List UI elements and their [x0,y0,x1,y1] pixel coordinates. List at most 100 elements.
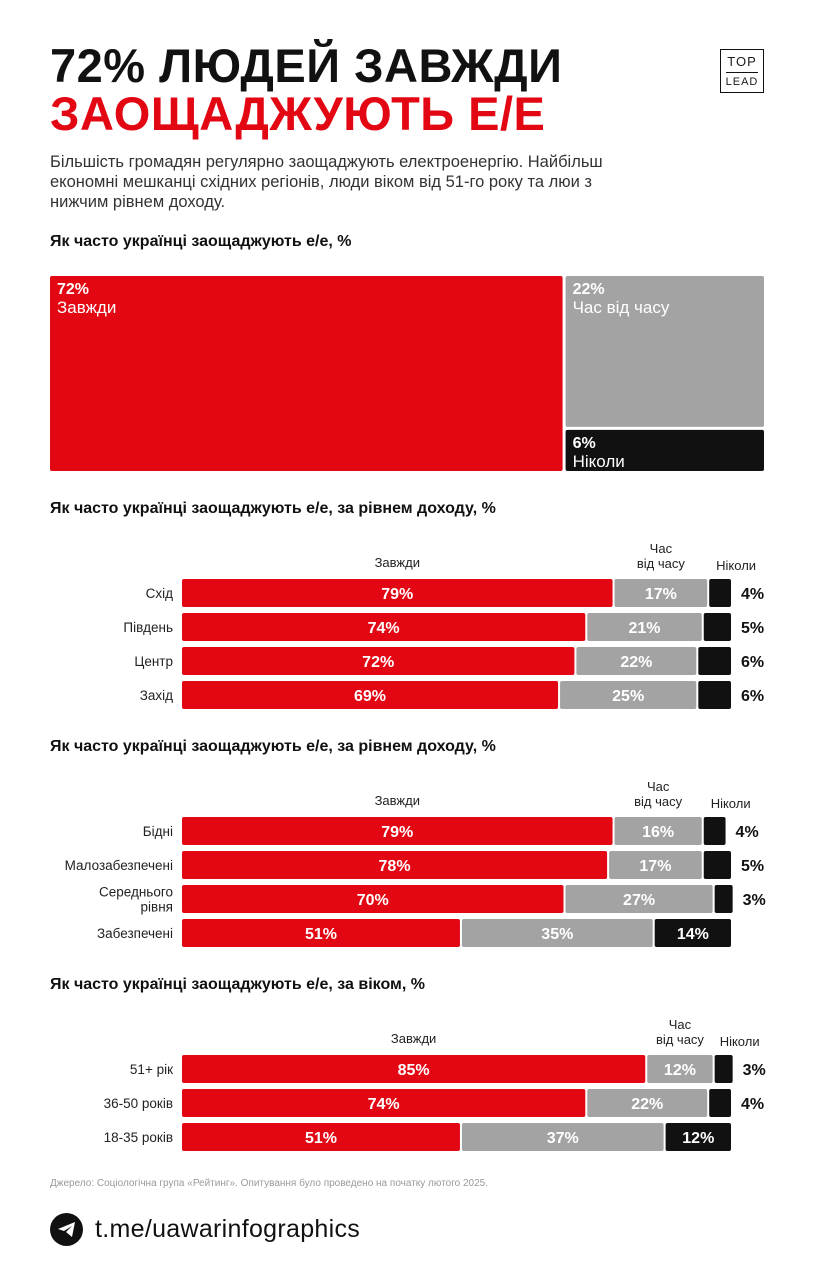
subtitle: Більшість громадян регулярно заощаджують… [50,153,603,211]
income-category-label-0: Бідні [143,824,173,839]
logo-bottom-text: LEAD [725,76,759,88]
income-bar-always-1 [182,851,608,879]
treemap-label-1: Час від часу [573,298,670,317]
region-header-sometimes-0: Час [650,541,673,556]
income-value-never-0: 4% [736,824,759,841]
region-bar-sometimes-2 [576,647,697,675]
logo-top-text: TOP [727,54,757,69]
chart-1-title: Як часто українці заощаджують е/е, % [50,233,352,250]
treemap-label-2: Ніколи [573,452,625,471]
treemap-value-0: 72% [57,281,89,298]
treemap-cell-1 [565,276,764,427]
region-value-never-0: 4% [741,586,764,603]
region-bar-never-3 [698,681,731,709]
treemap-cell-0 [50,276,563,471]
age-bar-never-2 [665,1123,731,1151]
age-value-never-1: 4% [741,1096,764,1113]
footer: t.me/uawarinfographics [50,1212,360,1246]
age-header-sometimes-0: Час [669,1017,692,1032]
region-bar-never-0 [709,579,731,607]
region-header-sometimes-1: від часу [637,556,685,571]
region-bar-always-3 [182,681,559,709]
age-category-label-2: 18-35 років [104,1130,173,1145]
age-category-label-0: 51+ рік [130,1062,173,1077]
income-category-label-3: Забезпечені [97,926,173,941]
income-bar-never-3 [654,919,731,947]
region-value-never-2: 6% [741,654,764,671]
age-value-never-2: 12% [682,1130,714,1147]
region-value-always-1: 74% [368,620,400,637]
region-bar-never-1 [703,613,731,641]
income-header-never: Ніколи [711,796,751,811]
income-header-always: Завжди [375,793,420,808]
income-header-sometimes-0: Час [647,779,670,794]
income-value-never-1: 5% [741,858,764,875]
income-bar-sometimes-1 [609,851,702,879]
region-bar-sometimes-0 [614,579,708,607]
income-bar-always-0 [182,817,613,845]
income-category-label-2-1: рівня [141,900,173,915]
income-value-always-3: 51% [305,926,337,943]
source-note: Джерело: Соціологічна група «Рейтинг». О… [50,1178,488,1189]
age-bar-never-0 [714,1055,733,1083]
income-value-sometimes-0: 16% [642,824,674,841]
income-value-always-1: 78% [379,858,411,875]
age-value-always-1: 74% [368,1096,400,1113]
income-bar-always-2 [182,885,564,913]
age-bar-always-0 [182,1055,646,1083]
age-value-sometimes-1: 22% [631,1096,663,1113]
income-value-never-3: 14% [677,926,709,943]
income-bar-never-1 [703,851,731,879]
treemap-cell-2 [565,429,764,471]
chart-2-title: Як часто українці заощаджують е/е, за рі… [50,500,496,517]
age-header-sometimes-1: від часу [656,1032,704,1047]
income-bar-sometimes-3 [461,919,653,947]
region-bar-always-2 [182,647,575,675]
region-header-always: Завжди [375,555,420,570]
age-bar-sometimes-0 [647,1055,713,1083]
age-value-never-0: 3% [743,1062,766,1079]
region-bar-always-1 [182,613,586,641]
region-value-sometimes-0: 17% [645,586,677,603]
chart-3-title: Як часто українці заощаджують е/е, за рі… [50,738,496,755]
region-bar-never-2 [698,647,731,675]
region-value-never-3: 6% [741,688,764,705]
income-value-sometimes-3: 35% [541,926,573,943]
title-line-2: ЗАОЩАДЖУЮТЬ Е/Е [50,87,546,140]
treemap-value-2: 6% [573,435,596,452]
income-value-always-2: 70% [357,892,389,909]
telegram-link[interactable]: t.me/uawarinfographics [95,1214,361,1243]
region-bar-always-0 [182,579,613,607]
region-category-label-1: Південь [123,620,173,635]
age-bar-never-1 [709,1089,731,1117]
income-header-sometimes-1: від часу [634,794,682,809]
region-category-label-0: Схід [146,586,173,601]
region-value-never-1: 5% [741,620,764,637]
region-header-never: Ніколи [716,558,756,573]
age-header-never: Ніколи [720,1034,760,1049]
treemap-value-1: 22% [573,281,605,298]
income-category-label-1: Малозабезпечені [65,858,173,873]
income-bar-sometimes-2 [565,885,713,913]
region-category-label-2: Центр [134,654,173,669]
region-value-sometimes-1: 21% [629,620,661,637]
region-value-always-3: 69% [354,688,386,705]
region-value-sometimes-3: 25% [612,688,644,705]
telegram-icon [50,1212,83,1246]
income-bar-sometimes-0 [614,817,702,845]
top-lead-logo: TOP LEAD [720,49,764,93]
age-category-label-1: 36-50 років [104,1096,173,1111]
chart-4-title: Як часто українці заощаджують е/е, за ві… [50,976,425,993]
age-value-sometimes-0: 12% [664,1062,696,1079]
income-value-never-2: 3% [743,892,766,909]
income-value-sometimes-2: 27% [623,892,655,909]
age-value-sometimes-2: 37% [547,1130,579,1147]
age-bar-always-1 [182,1089,586,1117]
region-bar-sometimes-1 [587,613,702,641]
income-value-always-0: 79% [381,824,413,841]
age-bar-sometimes-1 [587,1089,708,1117]
age-bar-always-2 [182,1123,460,1151]
